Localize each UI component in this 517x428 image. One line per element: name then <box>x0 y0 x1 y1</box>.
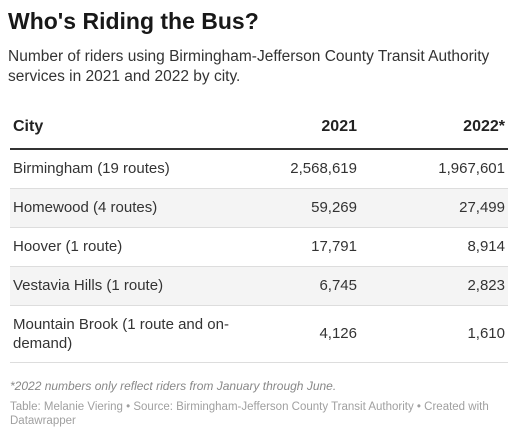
cell-2021: 17,791 <box>256 227 360 267</box>
cell-2021: 59,269 <box>256 188 360 228</box>
column-header-2021[interactable]: 2021 <box>256 106 360 150</box>
cell-2021: 2,568,619 <box>256 149 360 189</box>
cell-city: Birmingham (19 routes) <box>10 149 256 189</box>
chart-title: Who's Riding the Bus? <box>8 8 259 34</box>
cell-2022: 1,967,601 <box>360 149 508 189</box>
cell-city: Mountain Brook (1 route and on-demand) <box>10 305 256 363</box>
table-row: Birmingham (19 routes) 2,568,619 1,967,6… <box>10 149 508 189</box>
cell-2022: 8,914 <box>360 227 508 267</box>
table-row: Hoover (1 route) 17,791 8,914 <box>10 227 508 267</box>
cell-2022: 1,610 <box>360 305 508 363</box>
column-header-2022[interactable]: 2022* <box>360 106 508 150</box>
table-row: Mountain Brook (1 route and on-demand) 4… <box>10 305 508 363</box>
cell-2022: 27,499 <box>360 188 508 228</box>
cell-city: Vestavia Hills (1 route) <box>10 266 256 306</box>
table-row: Homewood (4 routes) 59,269 27,499 <box>10 188 508 228</box>
cell-city: Hoover (1 route) <box>10 227 256 267</box>
table-note: *2022 numbers only reflect riders from J… <box>10 378 337 393</box>
cell-city: Homewood (4 routes) <box>10 188 256 228</box>
data-table: City 2021 2022* Birmingham (19 routes) 2… <box>10 106 508 363</box>
cell-2022: 2,823 <box>360 266 508 306</box>
chart-subtitle: Number of riders using Birmingham-Jeffer… <box>8 48 490 85</box>
column-header-city[interactable]: City <box>10 106 256 150</box>
table-row: Vestavia Hills (1 route) 6,745 2,823 <box>10 266 508 306</box>
source-footer: Table: Melanie Viering • Source: Birming… <box>10 400 489 427</box>
cell-2021: 4,126 <box>256 305 360 363</box>
cell-2021: 6,745 <box>256 266 360 306</box>
table-header-row: City 2021 2022* <box>10 106 508 150</box>
